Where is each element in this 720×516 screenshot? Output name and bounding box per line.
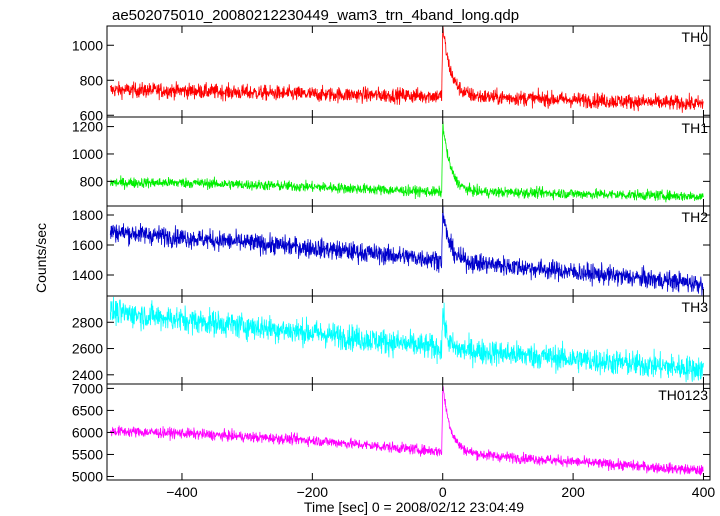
series-label-th1: TH1	[682, 120, 709, 136]
series-label-th0: TH0	[682, 29, 709, 45]
y-tick-label: 2800	[72, 314, 103, 330]
chart-title: ae502075010_20080212230449_wam3_trn_4ban…	[112, 7, 519, 24]
x-tick-label: 0	[439, 484, 447, 500]
series-line-th0123	[109, 385, 704, 476]
panel-th1: 800 1000 1200 TH1	[72, 116, 711, 207]
y-tick-label: 1000	[72, 37, 103, 53]
y-tick-label: 600	[80, 107, 104, 123]
y-tick-label: 800	[80, 72, 104, 88]
y-tick-label: 6000	[72, 424, 103, 440]
panel-th2: 1400 1600 1800 TH2	[72, 205, 711, 297]
panel-frame	[106, 205, 711, 297]
y-tick-label: 1600	[72, 237, 103, 253]
x-tick-label: 200	[561, 484, 585, 500]
x-axis-label: Time [sec] 0 = 2008/02/12 23:04:49	[304, 499, 524, 515]
y-tick-label: 5000	[72, 468, 103, 484]
panel-th3: 2400 2600 2800 TH3	[72, 295, 711, 385]
series-line-th1	[109, 121, 704, 203]
series-label-th2: TH2	[682, 209, 709, 225]
panels: 600 800 1000 TH0 800 1000 1200 TH1 1400 1600 1800 T…	[72, 25, 711, 484]
series-line-th3	[109, 296, 704, 383]
series-line-th2	[109, 206, 704, 296]
y-tick-label: 5500	[72, 446, 103, 462]
x-tick-label: −200	[297, 484, 329, 500]
y-tick-label: 7000	[72, 380, 103, 396]
x-tick-label: −400	[166, 484, 198, 500]
y-tick-label: 2400	[72, 367, 103, 383]
y-tick-label: 1000	[72, 146, 103, 162]
series-label-th3: TH3	[682, 299, 709, 315]
panel-th0: 600 800 1000 TH0	[72, 25, 711, 123]
y-tick-label: 1400	[72, 267, 103, 283]
y-tick-label: 2600	[72, 341, 103, 357]
y-tick-label: 1200	[72, 119, 103, 135]
y-axis-label: Counts/sec	[33, 223, 49, 293]
series-line-th0	[109, 26, 704, 113]
y-tick-label: 1800	[72, 207, 103, 223]
series-label-th0123: TH0123	[658, 387, 708, 403]
x-tick-label: 400	[692, 484, 716, 500]
panel-th0123: 5000 5500 6000 6500 7000 TH0123	[72, 380, 711, 484]
y-tick-label: 800	[80, 173, 104, 189]
y-tick-label: 6500	[72, 402, 103, 418]
x-axis-ticks: −400 −200 0 200 400	[166, 484, 715, 500]
